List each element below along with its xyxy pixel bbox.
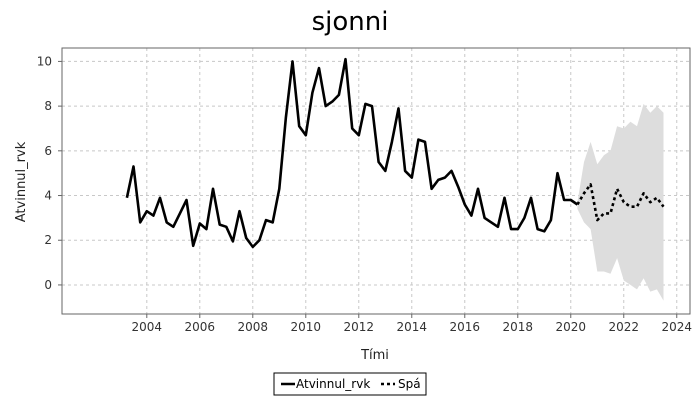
x-tick-label: 2020 [555, 320, 586, 334]
legend-label-series-2: Spá [398, 377, 421, 391]
y-tick-label: 10 [37, 54, 52, 68]
series-line-1 [125, 57, 579, 249]
legend: Atvinnul_rvk Spá [273, 372, 427, 396]
series-lines [125, 57, 665, 249]
y-tick-label: 2 [44, 233, 52, 247]
series-line-2 [576, 183, 665, 222]
x-tick-label: 2014 [396, 320, 427, 334]
y-tick-label: 4 [44, 189, 52, 203]
x-tick-label: 2010 [291, 320, 322, 334]
forecast-band-group [577, 103, 664, 301]
legend-box [273, 372, 427, 396]
chart-title: sjonni [312, 7, 389, 37]
y-tick-label: 8 [44, 99, 52, 113]
y-tick-label: 0 [44, 278, 52, 292]
y-axis-label: Atvinnul_rvk [14, 141, 29, 222]
x-tick-label: 2024 [661, 320, 692, 334]
x-axis: 2004 2006 2008 2010 2012 2014 2016 2018 2020 2022… [132, 314, 692, 334]
y-axis: 0 2 4 6 8 10 [37, 54, 62, 292]
y-tick-label: 6 [44, 144, 52, 158]
x-tick-label: 2008 [238, 320, 269, 334]
legend-label-series-1: Atvinnul_rvk [296, 377, 370, 391]
x-axis-label: Tími [360, 348, 389, 363]
x-tick-label: 2006 [185, 320, 216, 334]
x-tick-label: 2012 [344, 320, 375, 334]
x-tick-label: 2022 [608, 320, 639, 334]
plot-border [61, 47, 691, 315]
forecast-band [577, 103, 664, 301]
x-tick-label: 2018 [502, 320, 533, 334]
x-tick-label: 2004 [132, 320, 163, 334]
x-tick-label: 2016 [449, 320, 480, 334]
